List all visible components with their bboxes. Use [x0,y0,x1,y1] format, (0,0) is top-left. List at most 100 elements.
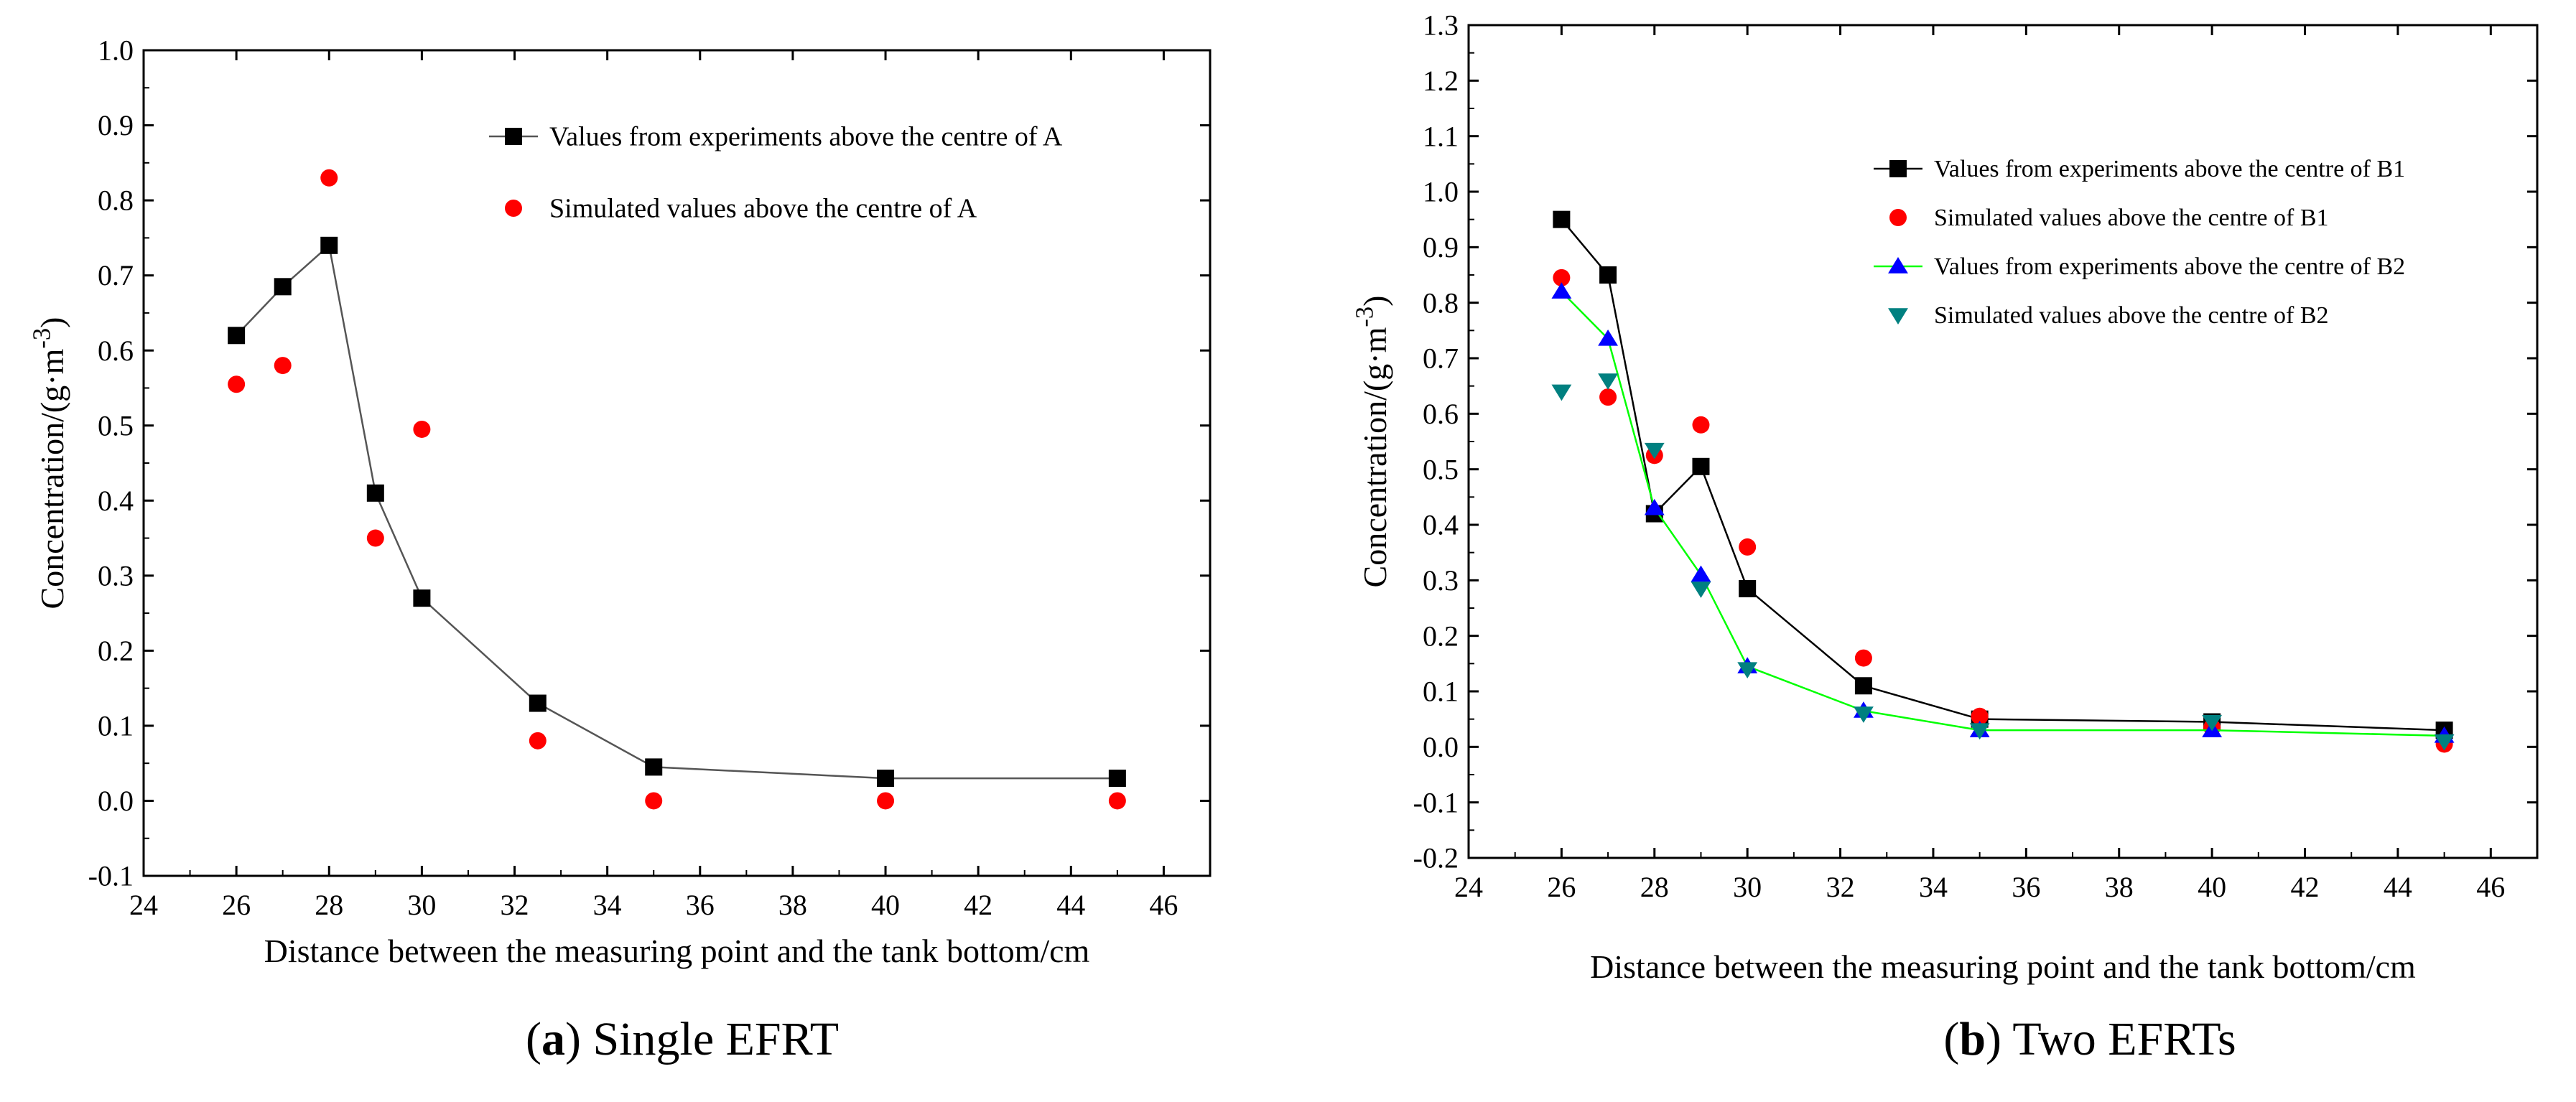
y-tick-label: 0.4 [98,485,134,517]
legend-label: Values from experiments above the centre… [1934,156,2405,182]
data-point [274,357,292,375]
data-point [529,694,547,712]
data-point [2434,734,2455,751]
data-point [645,792,663,810]
x-tick-label: 32 [501,889,529,921]
legend-marker [1889,209,1907,226]
legend-label: Simulated values above the centre of A [549,194,977,224]
data-point [1691,565,1711,582]
x-tick-label: 42 [2291,871,2320,903]
caption-two-efrts: (b) Two EFRTs [1943,1013,2236,1065]
data-point [413,589,431,607]
data-point [529,732,547,750]
data-point [1692,416,1710,434]
data-point [2202,714,2223,732]
x-tick-label: 26 [222,889,251,921]
y-tick-label: 0.6 [1423,398,1459,430]
data-point [1644,498,1665,515]
x-tick-label: 36 [686,889,715,921]
data-point [1691,582,1711,598]
legend-marker [1888,308,1908,324]
data-point [274,278,292,296]
x-tick-label: 44 [1056,889,1085,921]
x-tick-label: 40 [871,889,900,921]
data-point [1853,706,1874,723]
y-tick-label: -0.1 [1413,786,1459,818]
series-2 [228,169,1126,810]
legend-marker [1889,160,1907,177]
y-tick-label: 0.3 [98,559,134,592]
x-tick-label: 24 [129,889,158,921]
chart-single-efrt: 24 26 28 30 32 34 36 38 40 42 44 46 -0.1 0.0 0.1 0.2 0.3… [29,34,1212,969]
y-tick-label: 0.0 [1423,731,1459,763]
x-tick-label: 34 [1919,871,1948,903]
plot-frame [1467,24,2539,859]
y-tick-label: 0.2 [1423,620,1459,652]
x-axis-label: Distance between the measuring point and… [264,933,1090,969]
x-tick-label: 40 [2198,871,2226,903]
data-point [1644,442,1665,459]
x-tick-label: 34 [593,889,622,921]
y-tick-label: 0.9 [98,109,134,141]
data-point [1737,662,1758,679]
x-tick-label: 30 [407,889,436,921]
y-tick-label: 0.4 [1423,509,1459,541]
legend-label: Values from experiments above the centre… [549,122,1063,152]
plot-frame [142,49,1212,877]
legend-label: Simulated values above the centre of B1 [1934,205,2329,231]
x-tick-label: 24 [1454,871,1483,903]
y-tick-label: 0.3 [1423,564,1459,597]
y-tick-label: 1.1 [1423,120,1459,152]
data-point [1692,457,1710,475]
data-point [1599,388,1617,406]
x-tick-label: 44 [2384,871,2412,903]
y-tick-label: 0.1 [1423,676,1459,708]
caption-b-label: b [1959,1013,1986,1065]
data-point [645,758,663,776]
y-tick-label: 0.6 [98,335,134,367]
y-tick-label: 1.0 [1423,176,1459,208]
caption-single-efrt: (a) Single EFRT [525,1013,840,1065]
series-1 [1553,210,2453,739]
y-tick-label: 0.9 [1423,231,1459,263]
legend: Values from experiments above the centre… [489,122,1063,224]
caption-b-text: Two EFRTs [2012,1013,2236,1065]
y-tick-label: 0.8 [1423,286,1459,319]
x-tick-label: 38 [2105,871,2134,903]
data-point [1854,677,1872,695]
data-point [320,169,338,187]
data-point [877,792,895,810]
series-line [236,243,1117,780]
chart-two-efrts: 24 26 28 30 32 34 36 38 40 42 44 46 -0.2 -0.1 0.0 0.1 0.… [1352,9,2539,985]
data-point [413,420,431,438]
legend-label: Values from experiments above the centre… [1934,253,2405,280]
y-tick-label: 0.2 [98,635,134,667]
data-point [1108,770,1126,788]
series-line [1561,291,2445,737]
y-tick-label: 1.2 [1423,65,1459,97]
y-tick-label: -0.2 [1413,842,1459,874]
data-point [1739,579,1757,597]
data-point [228,375,246,393]
y-tick-label: 1.3 [1423,9,1459,42]
x-tick-label: 26 [1547,871,1576,903]
series-3 [1551,282,2455,743]
legend: Values from experiments above the centre… [1874,156,2405,329]
data-point [1553,269,1571,286]
legend-marker [1888,257,1908,274]
x-tick-label: 28 [1640,871,1669,903]
legend-marker [505,200,522,217]
x-tick-label: 28 [315,889,343,921]
y-tick-label: 0.7 [1423,342,1459,375]
data-point [1553,210,1571,228]
y-tick-label: 0.5 [98,409,134,442]
x-tick-label: 36 [2012,871,2040,903]
y-tick-label: 0.0 [98,785,134,817]
series-4 [1551,373,2455,751]
x-tick-label: 46 [1149,889,1178,921]
data-point [1969,723,1990,740]
data-point [1598,329,1619,346]
data-point [366,529,384,547]
series-2 [1553,269,2453,753]
legend-label: Simulated values above the centre of B2 [1934,302,2329,329]
